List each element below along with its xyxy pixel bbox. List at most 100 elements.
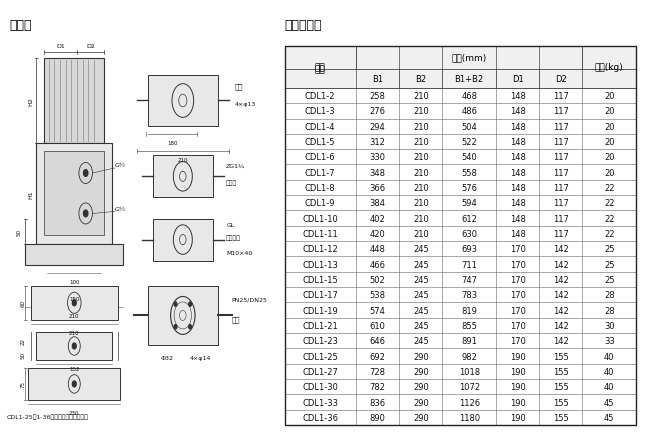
Text: 245: 245 [413, 336, 429, 346]
Circle shape [83, 170, 88, 177]
Text: 466: 466 [370, 260, 386, 269]
Text: 148: 148 [510, 199, 525, 208]
Text: 密圆法兰: 密圆法兰 [226, 235, 241, 241]
Text: CDL1-7: CDL1-7 [305, 168, 335, 177]
Text: 574: 574 [370, 306, 386, 315]
Text: CDL1-12: CDL1-12 [302, 245, 338, 254]
Text: 728: 728 [370, 367, 386, 376]
Text: 891: 891 [461, 336, 477, 346]
Text: 22: 22 [604, 184, 614, 193]
Text: 210: 210 [413, 92, 429, 101]
Bar [147, 76, 218, 127]
Text: 50: 50 [16, 228, 21, 235]
Bar [36, 143, 112, 244]
Text: 148: 148 [510, 122, 525, 131]
Text: 610: 610 [370, 321, 386, 330]
Text: 348: 348 [370, 168, 386, 177]
Text: 630: 630 [461, 230, 477, 238]
Text: 60: 60 [20, 300, 25, 307]
Text: 20: 20 [604, 92, 614, 101]
Text: 836: 836 [370, 398, 386, 406]
Text: CDL1-15: CDL1-15 [302, 276, 338, 284]
Text: H2: H2 [28, 97, 34, 106]
Text: 290: 290 [413, 382, 429, 391]
Text: 290: 290 [413, 398, 429, 406]
Text: 重量(kg): 重量(kg) [595, 63, 623, 72]
Text: 210: 210 [413, 230, 429, 238]
Text: 155: 155 [553, 367, 568, 376]
Text: 210: 210 [178, 158, 188, 162]
Text: 384: 384 [370, 199, 386, 208]
Text: 148: 148 [510, 184, 525, 193]
Text: 尺寸和重量: 尺寸和重量 [285, 19, 322, 32]
Text: 504: 504 [461, 122, 477, 131]
Text: 468: 468 [461, 92, 477, 101]
Text: 170: 170 [510, 306, 525, 315]
Text: D2: D2 [87, 44, 95, 49]
Text: 22: 22 [20, 337, 25, 344]
Text: Φ32: Φ32 [161, 355, 174, 360]
Bar [28, 368, 120, 400]
Text: 1126: 1126 [459, 398, 480, 406]
Text: 40: 40 [604, 352, 614, 361]
Text: 100: 100 [69, 279, 79, 285]
Circle shape [72, 300, 76, 306]
Bar [285, 379, 636, 395]
Bar [285, 226, 636, 241]
Bar [147, 286, 218, 345]
Circle shape [72, 381, 76, 387]
Text: 747: 747 [461, 276, 477, 284]
Text: 782: 782 [370, 382, 386, 391]
Text: 170: 170 [510, 276, 525, 284]
Text: 210: 210 [413, 138, 429, 147]
Text: CDL1-21: CDL1-21 [302, 321, 338, 330]
Text: 210: 210 [413, 214, 429, 223]
Text: 20: 20 [604, 168, 614, 177]
Text: 330: 330 [370, 153, 386, 162]
Bar [31, 286, 118, 320]
Text: 28: 28 [604, 306, 614, 315]
Text: GL: GL [226, 223, 234, 228]
Text: H1: H1 [28, 190, 34, 198]
Text: 486: 486 [461, 107, 477, 116]
Text: CDL1-25: CDL1-25 [302, 352, 338, 361]
Text: 20: 20 [604, 138, 614, 147]
Bar [25, 244, 123, 265]
Text: 45: 45 [604, 398, 614, 406]
Bar [285, 410, 636, 425]
Text: CDL1-19: CDL1-19 [302, 306, 338, 315]
Text: 117: 117 [553, 153, 568, 162]
Text: 148: 148 [510, 92, 525, 101]
Text: 210: 210 [413, 168, 429, 177]
Text: 402: 402 [370, 214, 386, 223]
Bar [285, 287, 636, 303]
Text: 117: 117 [553, 230, 568, 238]
Bar [45, 59, 104, 143]
Text: 148: 148 [510, 168, 525, 177]
Circle shape [189, 325, 191, 329]
Text: 210: 210 [413, 199, 429, 208]
Text: 155: 155 [553, 382, 568, 391]
Text: 148: 148 [510, 214, 525, 223]
Text: 117: 117 [553, 92, 568, 101]
Bar [285, 333, 636, 349]
Circle shape [174, 302, 177, 307]
Bar [285, 318, 636, 333]
Bar [285, 88, 636, 104]
Text: 117: 117 [553, 214, 568, 223]
Text: CDL1-33: CDL1-33 [302, 398, 339, 406]
Text: B1+B2: B1+B2 [455, 75, 484, 84]
Text: 522: 522 [461, 138, 477, 147]
Text: 25: 25 [604, 260, 614, 269]
Text: 152: 152 [69, 366, 79, 371]
Text: D2: D2 [555, 75, 567, 84]
Text: 276: 276 [370, 107, 386, 116]
Text: CDL1-23: CDL1-23 [302, 336, 338, 346]
Text: 538: 538 [370, 290, 386, 300]
Text: 142: 142 [553, 336, 568, 346]
Text: 75: 75 [20, 381, 25, 388]
Bar [153, 219, 213, 261]
Text: 502: 502 [370, 276, 386, 284]
Text: 型号: 型号 [315, 63, 326, 72]
Text: 148: 148 [510, 230, 525, 238]
